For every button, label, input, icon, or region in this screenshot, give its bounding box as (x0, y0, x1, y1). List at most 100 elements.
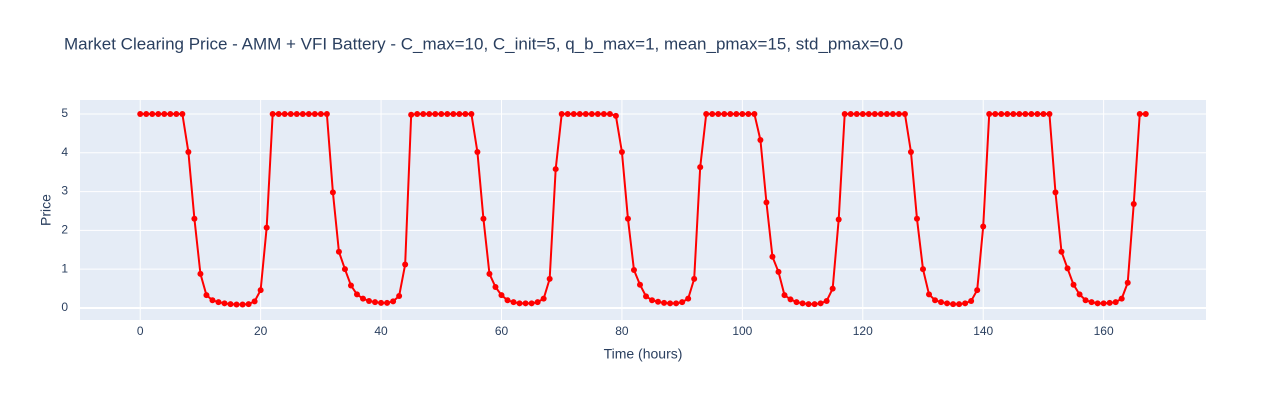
point (950, 301, 957, 308)
point (311, 110, 318, 117)
point (600, 110, 607, 117)
point (901, 110, 908, 117)
point (426, 110, 433, 117)
point (498, 292, 505, 299)
x-tick-label: 20 (254, 324, 268, 338)
point (143, 110, 150, 117)
point (1082, 297, 1089, 304)
point (185, 148, 192, 155)
point (564, 110, 571, 117)
point (1124, 279, 1131, 286)
point (739, 110, 746, 117)
y-tick-label: 3 (61, 184, 68, 198)
point (1016, 110, 1023, 117)
point (811, 301, 818, 308)
point (432, 110, 439, 117)
point (209, 297, 216, 304)
point (155, 110, 162, 117)
y-tick-label: 2 (61, 223, 68, 237)
point (582, 110, 589, 117)
point (685, 295, 692, 302)
x-tick-label: 80 (615, 324, 629, 338)
point (528, 300, 535, 307)
point (727, 110, 734, 117)
point (149, 110, 156, 117)
point (570, 110, 577, 117)
point (980, 223, 987, 230)
point (329, 189, 336, 196)
point (251, 298, 258, 305)
point (347, 282, 354, 289)
point (299, 110, 306, 117)
point (962, 300, 969, 307)
point (636, 281, 643, 288)
point (865, 110, 872, 117)
x-tick-label: 140 (973, 324, 993, 338)
point (546, 275, 553, 282)
point (492, 284, 499, 291)
point (907, 148, 914, 155)
point (293, 110, 300, 117)
point (1112, 299, 1119, 306)
point (462, 110, 469, 117)
point (835, 216, 842, 223)
point (956, 301, 963, 308)
point (414, 110, 421, 117)
point (715, 110, 722, 117)
point (456, 110, 463, 117)
point (179, 110, 186, 117)
point (1064, 265, 1071, 272)
point (1070, 281, 1077, 288)
point (751, 110, 758, 117)
point (667, 300, 674, 307)
point (847, 110, 854, 117)
point (793, 299, 800, 306)
point (390, 298, 397, 305)
point (853, 110, 860, 117)
point (763, 199, 770, 206)
x-tick-label: 60 (495, 324, 509, 338)
point (510, 299, 517, 306)
point (396, 292, 403, 299)
point (287, 110, 294, 117)
point (408, 111, 415, 118)
point (215, 299, 222, 306)
point (360, 295, 367, 302)
point (402, 261, 409, 268)
point (239, 301, 246, 308)
point (468, 110, 475, 117)
point (576, 110, 583, 117)
point (1028, 110, 1035, 117)
point (317, 110, 324, 117)
y-tick-label: 1 (61, 261, 68, 275)
point (420, 110, 427, 117)
point (859, 110, 866, 117)
point (932, 297, 939, 304)
point (1040, 110, 1047, 117)
x-tick-label: 40 (374, 324, 388, 338)
point (630, 266, 637, 273)
point (378, 299, 385, 306)
point (992, 110, 999, 117)
point (197, 270, 204, 277)
point (913, 215, 920, 222)
point (841, 110, 848, 117)
point (594, 110, 601, 117)
point (203, 292, 210, 299)
point (781, 292, 788, 299)
point (679, 299, 686, 306)
chart-title: Market Clearing Price - AMM + VFI Batter… (64, 34, 903, 53)
plot-area (80, 100, 1206, 320)
point (1094, 300, 1101, 307)
x-tick-label: 100 (732, 324, 752, 338)
point (516, 300, 523, 307)
point (655, 298, 662, 305)
point (540, 295, 547, 302)
y-axis-label: Price (38, 194, 54, 226)
point (1076, 291, 1083, 298)
point (661, 299, 668, 306)
point (618, 148, 625, 155)
point (558, 110, 565, 117)
point (643, 293, 650, 300)
